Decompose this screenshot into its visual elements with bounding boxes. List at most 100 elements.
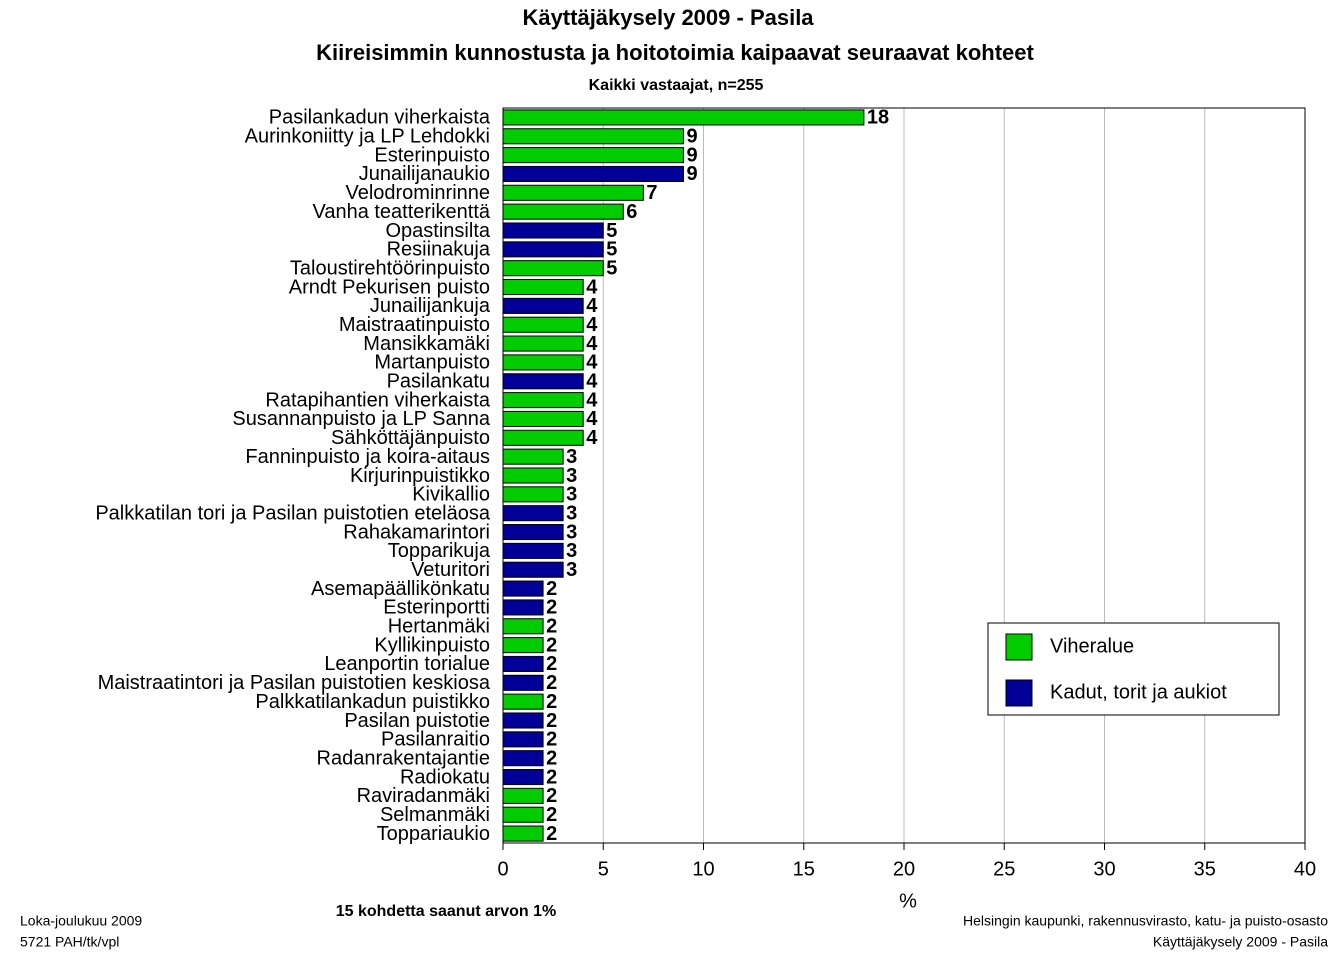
bar — [502, 486, 564, 503]
x-axis-label: % — [899, 890, 917, 912]
bar — [502, 147, 684, 164]
chart-subtitle: Kiireisimmin kunnostusta ja hoitotoimia … — [316, 40, 1034, 65]
data-label: 2 — [546, 672, 557, 694]
bar — [502, 335, 584, 352]
footer: 5721 PAH/tk/vpl — [20, 934, 119, 950]
bar — [502, 655, 544, 673]
y-tick-label: Martanpuisto — [374, 352, 490, 374]
data-label: 3 — [566, 465, 577, 487]
x-tick-label: 35 — [1194, 858, 1216, 880]
bar — [502, 731, 544, 748]
data-label: 5 — [606, 239, 617, 261]
data-label: 4 — [586, 427, 598, 449]
y-tick-label: Palkkatilankadun puistikko — [255, 691, 490, 713]
y-tick-label: Topparikuja — [388, 540, 491, 562]
chart-subtitle: Kaikki vastaajat, n=255 — [589, 77, 764, 94]
bar — [502, 354, 584, 371]
y-tick-label: Esterinpuisto — [374, 144, 490, 166]
data-label: 2 — [546, 597, 557, 619]
footer: Käyttäjäkysely 2009 - Pasila — [1153, 934, 1328, 950]
y-tick-label: Maistraatinpuisto — [339, 314, 490, 336]
data-label: 3 — [566, 446, 577, 468]
data-label: 2 — [546, 823, 557, 845]
x-tick-label: 40 — [1294, 858, 1316, 880]
y-tick-label: Vanha teatterikenttä — [312, 201, 490, 223]
y-tick-label: Susannanpuisto ja LP Sanna — [232, 408, 490, 430]
legend-swatch — [1005, 633, 1033, 661]
y-tick-label: Kirjurinpuistikko — [350, 465, 490, 487]
bar — [502, 222, 604, 239]
y-tick-label: Kivikallio — [412, 484, 490, 506]
y-tick-label: Radiokatu — [400, 766, 490, 788]
data-label: 4 — [586, 314, 598, 336]
x-tick-label: 0 — [497, 858, 508, 880]
data-label: 4 — [586, 408, 598, 430]
data-label: 4 — [586, 276, 598, 298]
y-tick-label: Selmanmäki — [380, 804, 490, 826]
y-tick-label: Fanninpuisto ja koira-aitaus — [245, 446, 490, 468]
bar — [502, 674, 544, 691]
y-tick-label: Ratapihantien viherkaista — [265, 389, 490, 411]
data-label: 7 — [646, 182, 657, 204]
data-label: 5 — [606, 220, 617, 242]
x-tick-label: 25 — [993, 858, 1015, 880]
y-tick-label: Raviradanmäki — [357, 785, 490, 807]
y-tick-label: Pasilanraitio — [381, 729, 490, 751]
legend-box — [987, 622, 1280, 716]
data-label: 2 — [546, 729, 557, 751]
data-label: 2 — [546, 785, 557, 807]
bar — [502, 524, 564, 541]
x-tick-label: 20 — [893, 858, 915, 880]
data-label: 4 — [586, 389, 598, 411]
data-label: 2 — [546, 634, 557, 656]
y-tick-label: Kyllikinpuisto — [374, 634, 490, 656]
data-label: 9 — [686, 163, 697, 185]
bar — [502, 806, 544, 823]
bar — [502, 599, 544, 616]
y-tick-label: Pasilankadun viherkaista — [269, 107, 491, 129]
data-label: 3 — [566, 540, 577, 562]
bar — [502, 712, 544, 729]
data-label: 9 — [686, 144, 697, 166]
data-label: 3 — [566, 521, 577, 543]
chart-title: Käyttäjäkysely 2009 - Pasila — [522, 5, 814, 30]
data-label: 9 — [686, 126, 697, 148]
y-tick-label: Taloustirehtöörinpuisto — [290, 257, 490, 279]
y-tick-label: Mansikkamäki — [363, 333, 490, 355]
y-tick-label: Hertanmäki — [388, 616, 490, 638]
y-tick-label: Leanportin torialue — [324, 653, 490, 675]
y-tick-label: Opastinsilta — [386, 220, 491, 242]
bar — [502, 279, 584, 296]
data-label: 18 — [867, 107, 889, 129]
bar — [502, 429, 584, 446]
data-label: 2 — [546, 653, 557, 675]
bar — [502, 561, 564, 578]
data-label: 4 — [586, 352, 598, 374]
y-tick-label: Velodrominrinne — [345, 182, 490, 204]
bar — [502, 109, 865, 126]
bar — [502, 825, 544, 842]
y-tick-label: Asemapäällikönkatu — [311, 578, 490, 600]
data-label: 4 — [586, 333, 598, 355]
data-label: 2 — [546, 804, 557, 826]
bar — [502, 241, 604, 258]
bar — [502, 165, 684, 183]
bar — [502, 203, 624, 220]
bar — [502, 467, 564, 484]
bar — [502, 787, 544, 804]
y-tick-label: Junailijanaukio — [359, 163, 490, 185]
legend-label: Viheralue — [1050, 635, 1134, 657]
x-tick-label: 30 — [1093, 858, 1115, 880]
y-tick-label: Veturitori — [411, 559, 490, 581]
bar — [502, 260, 604, 277]
data-label: 3 — [566, 502, 577, 524]
data-label: 2 — [546, 616, 557, 638]
y-tick-label: Junailijankuja — [370, 295, 491, 317]
y-tick-label: Esterinportti — [383, 597, 490, 619]
data-label: 2 — [546, 747, 557, 769]
bar — [502, 637, 544, 654]
bar — [502, 316, 584, 333]
bar — [502, 618, 544, 635]
legend-label: Kadut, torit ja aukiot — [1050, 681, 1227, 703]
